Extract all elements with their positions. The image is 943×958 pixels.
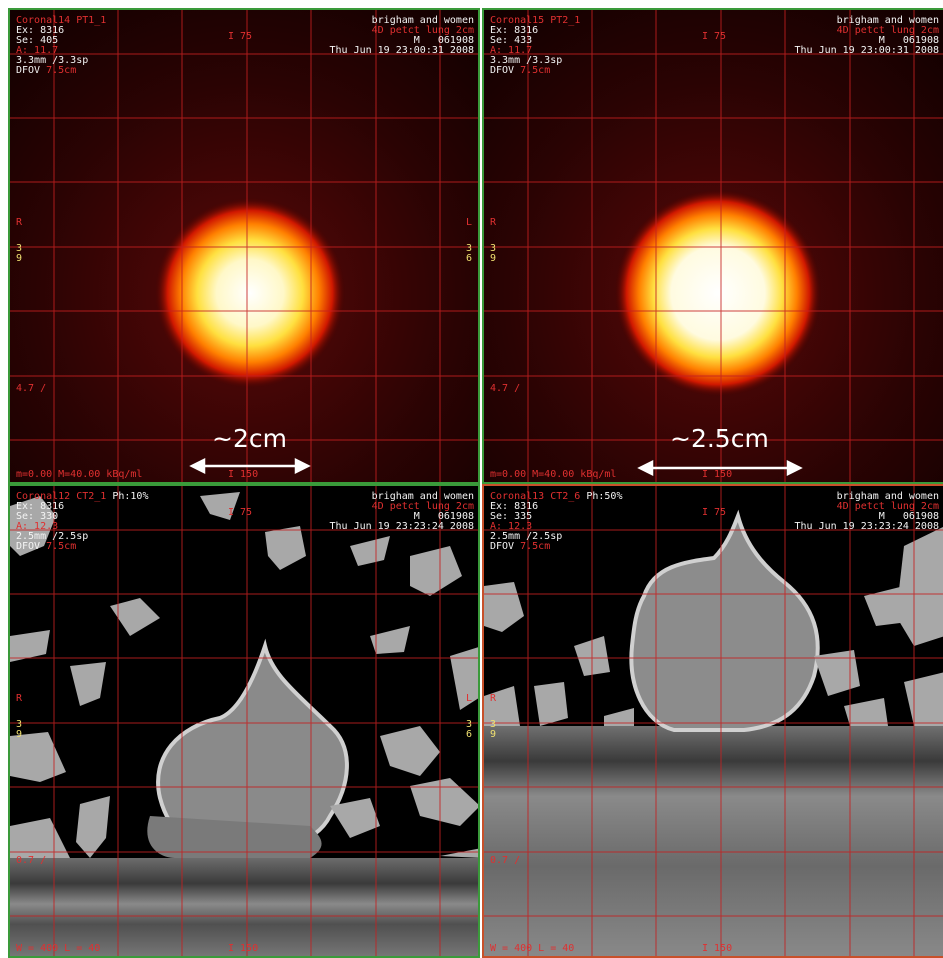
measurement-label: ~2.5cm — [670, 424, 769, 453]
window-level: W = 400 L = 40 — [16, 943, 101, 954]
window-level: m=0.00 M=40.00 kBq/ml — [490, 469, 617, 480]
grid-overlay — [484, 10, 943, 482]
measurement-label: ~2cm — [212, 424, 287, 453]
ct-image-2 — [484, 486, 943, 956]
orientation-left-sub: 3 9 — [16, 243, 23, 264]
orientation-left: R — [16, 693, 23, 704]
bottom-index: I 150 — [228, 469, 259, 480]
pet-image-2 — [484, 10, 943, 482]
bottom-index: I 150 — [228, 943, 259, 954]
orientation-left-sub: 3 9 — [490, 243, 497, 264]
orientation-right-sub: 3 6 — [466, 719, 473, 740]
window-level: W = 400 L = 40 — [490, 943, 575, 954]
orientation-left-sub: 3 9 — [490, 719, 497, 740]
study-info: brigham and women 4D petct lung 2cm M 06… — [329, 15, 475, 56]
series-info: Coronal14 PT1_1 Ex: 8316 Se: 405 A: 11.7… — [16, 15, 107, 76]
orientation-left: R — [490, 217, 497, 228]
grid-overlay — [484, 486, 943, 956]
pet-image-1 — [10, 10, 478, 482]
orientation-right-sub: 3 6 — [466, 243, 473, 264]
pet-hotspot — [154, 197, 346, 389]
measure-arrow — [189, 457, 311, 475]
series-info: Coronal15 PT2_1 Ex: 8316 Se: 433 A: 11.7… — [490, 15, 581, 76]
series-info: Coronal13 CT2_6 Ph:50% Ex: 8316 Se: 335 … — [490, 491, 623, 552]
orientation-right: L — [466, 217, 473, 228]
viewport-ct-2[interactable]: Coronal13 CT2_6 Ph:50% Ex: 8316 Se: 335 … — [482, 484, 943, 958]
top-index: I 75 — [228, 31, 253, 42]
grid-overlay — [10, 10, 478, 482]
study-info: brigham and women 4D petct lung 2cm M 06… — [329, 491, 475, 532]
study-info: brigham and women 4D petct lung 2cm M 06… — [794, 15, 940, 56]
measure-arrow — [637, 459, 803, 477]
orientation-left-sub: 3 9 — [16, 719, 23, 740]
viewport-pet-1[interactable]: Coronal14 PT1_1 Ex: 8316 Se: 405 A: 11.7… — [8, 8, 480, 484]
side-marker: 0.7 / — [490, 855, 521, 866]
orientation-left: R — [490, 693, 497, 704]
side-marker: 4.7 / — [490, 383, 521, 394]
bottom-index: I 150 — [702, 943, 733, 954]
top-index: I 75 — [228, 507, 253, 518]
window-level: m=0.00 M=40.00 kBq/ml — [16, 469, 143, 480]
orientation-left: R — [16, 217, 23, 228]
viewport-ct-1[interactable]: Coronal12 CT2_1 Ph:10% Ex: 8316 Se: 330 … — [8, 484, 480, 958]
orientation-right: L — [466, 693, 473, 704]
series-info: Coronal12 CT2_1 Ph:10% Ex: 8316 Se: 330 … — [16, 491, 149, 552]
top-index: I 75 — [702, 31, 727, 42]
side-marker: 4.7 / — [16, 383, 47, 394]
viewport-pet-2[interactable]: Coronal15 PT2_1 Ex: 8316 Se: 433 A: 11.7… — [482, 8, 943, 484]
tumor-mass — [629, 509, 820, 732]
ct-image-1 — [10, 486, 478, 956]
side-marker: 0.7 / — [16, 855, 47, 866]
pet-hotspot — [614, 189, 822, 397]
study-info: brigham and women 4D petct lung 2cm M 06… — [794, 491, 940, 532]
grid-overlay — [10, 486, 478, 956]
bottom-index: I 150 — [702, 469, 733, 480]
top-index: I 75 — [702, 507, 727, 518]
